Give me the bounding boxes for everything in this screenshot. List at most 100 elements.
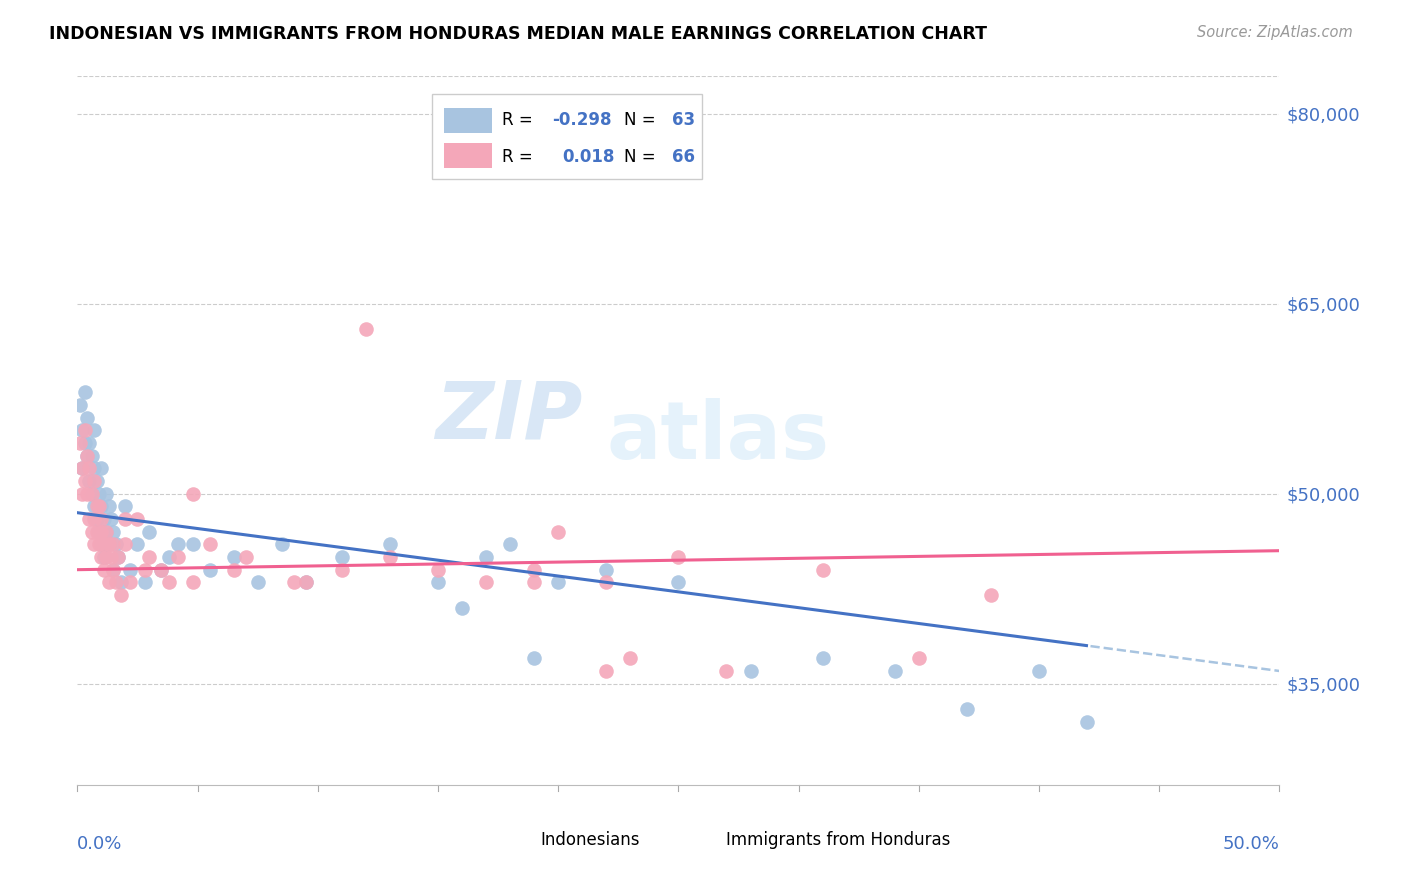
- Point: [93, 563, 115, 577]
- Point: [83, 500, 105, 514]
- Point: [70, 424, 93, 438]
- Point: [110, 575, 132, 590]
- Point: [222, 563, 245, 577]
- Text: -0.298: -0.298: [553, 112, 612, 129]
- Point: [198, 563, 221, 577]
- Point: [73, 474, 96, 488]
- Point: [87, 486, 110, 500]
- Point: [167, 537, 190, 551]
- Text: Source: ZipAtlas.com: Source: ZipAtlas.com: [1197, 25, 1353, 40]
- Point: [87, 500, 110, 514]
- Point: [120, 563, 142, 577]
- Point: [107, 549, 129, 564]
- Text: 63: 63: [672, 112, 696, 129]
- Point: [1076, 714, 1098, 729]
- Point: [883, 664, 905, 678]
- Point: [811, 651, 834, 665]
- Point: [138, 524, 160, 539]
- Point: [73, 424, 96, 438]
- Text: Indonesians: Indonesians: [540, 831, 640, 849]
- Point: [716, 664, 738, 678]
- Point: [1028, 664, 1050, 678]
- Point: [181, 537, 204, 551]
- Point: [523, 575, 546, 590]
- Text: 66: 66: [672, 148, 696, 167]
- Point: [103, 524, 125, 539]
- Point: [69, 436, 91, 450]
- Point: [451, 600, 474, 615]
- Bar: [498, 830, 534, 851]
- Point: [330, 549, 353, 564]
- Text: Immigrants from Honduras: Immigrants from Honduras: [727, 831, 950, 849]
- Point: [114, 500, 136, 514]
- Point: [523, 651, 546, 665]
- Point: [87, 537, 110, 551]
- Point: [114, 512, 136, 526]
- Text: 50.0%: 50.0%: [1223, 835, 1279, 853]
- Point: [378, 537, 401, 551]
- Point: [76, 486, 98, 500]
- Point: [80, 449, 103, 463]
- Point: [354, 322, 377, 336]
- Point: [294, 575, 316, 590]
- Point: [150, 563, 173, 577]
- Point: [523, 563, 546, 577]
- Point: [80, 524, 103, 539]
- Point: [93, 537, 115, 551]
- Point: [83, 461, 105, 475]
- Point: [80, 486, 103, 500]
- Point: [83, 424, 105, 438]
- Point: [595, 575, 617, 590]
- Bar: [444, 108, 492, 133]
- Point: [96, 524, 118, 539]
- Point: [595, 664, 617, 678]
- Point: [104, 537, 127, 551]
- Point: [86, 512, 108, 526]
- Point: [127, 537, 149, 551]
- Point: [330, 563, 353, 577]
- Text: 0.0%: 0.0%: [77, 835, 122, 853]
- Point: [97, 575, 120, 590]
- Point: [80, 486, 103, 500]
- Point: [107, 549, 129, 564]
- Point: [740, 664, 762, 678]
- Point: [86, 474, 108, 488]
- Point: [668, 549, 690, 564]
- Point: [103, 537, 125, 551]
- Point: [90, 461, 112, 475]
- Point: [181, 575, 204, 590]
- Point: [811, 563, 834, 577]
- Point: [270, 537, 292, 551]
- Point: [97, 537, 120, 551]
- Point: [103, 563, 125, 577]
- Text: atlas: atlas: [606, 399, 830, 476]
- Point: [83, 537, 105, 551]
- Text: N =: N =: [624, 148, 661, 167]
- Point: [96, 549, 118, 564]
- Point: [83, 474, 105, 488]
- Text: N =: N =: [624, 112, 661, 129]
- Point: [97, 537, 120, 551]
- Point: [79, 461, 101, 475]
- Point: [222, 549, 245, 564]
- Point: [87, 524, 110, 539]
- Point: [90, 537, 112, 551]
- Point: [110, 588, 132, 602]
- Point: [150, 563, 173, 577]
- Point: [294, 575, 316, 590]
- Point: [83, 512, 105, 526]
- Point: [167, 549, 190, 564]
- Point: [90, 500, 112, 514]
- Point: [79, 436, 101, 450]
- Point: [73, 436, 96, 450]
- Point: [79, 474, 101, 488]
- Point: [69, 398, 91, 412]
- Point: [427, 575, 450, 590]
- Point: [104, 575, 127, 590]
- Text: R =: R =: [502, 112, 537, 129]
- Point: [235, 549, 257, 564]
- Point: [90, 524, 112, 539]
- Point: [427, 563, 450, 577]
- Point: [103, 563, 125, 577]
- Point: [90, 512, 112, 526]
